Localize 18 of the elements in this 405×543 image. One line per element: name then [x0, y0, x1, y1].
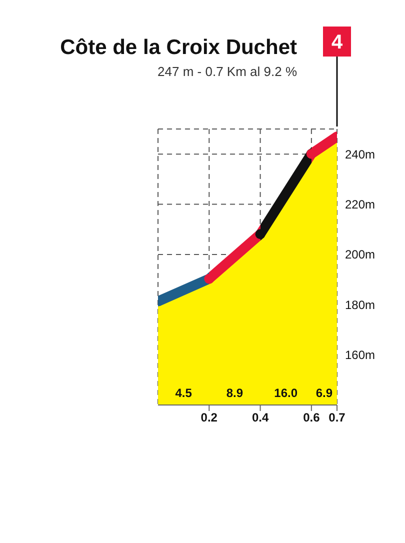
y-tick-label: 160m: [345, 348, 376, 362]
x-tick-label: 0.4: [252, 410, 269, 425]
annotation: 6.9: [316, 386, 333, 400]
y-tick-label: 200m: [345, 248, 376, 262]
y-tick-label: 240m: [345, 147, 376, 162]
point: [306, 148, 316, 159]
annotation: 4.5: [175, 386, 192, 400]
x-tick-label: 0.7: [328, 410, 346, 425]
chart-title: Côte de la Croix Duchet: [59, 36, 297, 60]
x-tick-label: 0.6: [303, 410, 320, 425]
point: [255, 229, 266, 240]
annotation: 16.0: [274, 386, 298, 400]
y-tick-label: 180m: [345, 298, 376, 312]
annotation: 8.9: [226, 386, 244, 400]
x-tick-label: 0.2: [200, 410, 218, 425]
y-tick-label: 220m: [345, 198, 376, 212]
chart-subtitle: 247 m - 0.7 Km al 9.2 %: [156, 64, 297, 79]
point: [204, 274, 214, 284]
